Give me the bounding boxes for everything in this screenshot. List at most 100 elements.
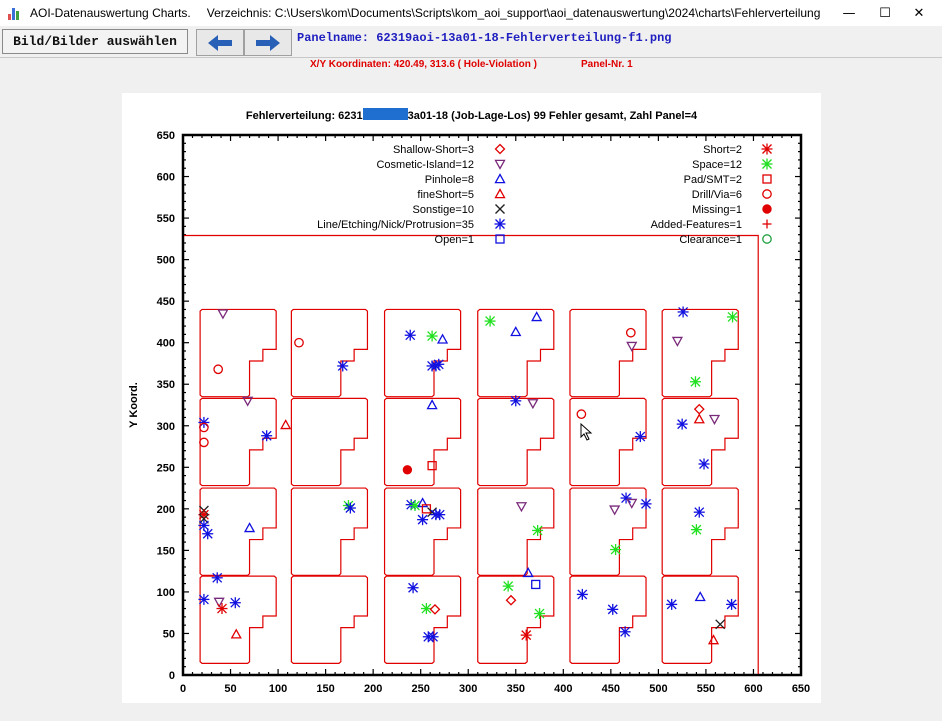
y-tick-label: 350 (157, 379, 175, 391)
legend-label: Space=12 (692, 159, 742, 171)
data-point (429, 603, 441, 615)
y-tick-label: 400 (157, 338, 175, 350)
y-tick-label: 0 (169, 670, 175, 682)
data-point (426, 399, 438, 410)
chart-title-suffix: 3a01-18 (Job-Lage-Los) 99 Fehler gesamt,… (407, 110, 698, 122)
chart-title: Fehlerverteilung: 6231 3a01-18 (Job-Lage-… (122, 108, 821, 122)
mouse-cursor-icon (580, 423, 593, 441)
y-tick-label: 450 (157, 296, 175, 308)
data-point (199, 422, 209, 433)
legend-marker (494, 173, 506, 184)
data-point (522, 566, 534, 578)
legend-marker (494, 218, 506, 230)
legend-marker (495, 204, 505, 214)
data-point (510, 395, 522, 407)
data-point (421, 504, 432, 514)
data-point (213, 597, 225, 608)
legend-label: Shallow-Short=3 (393, 144, 474, 156)
y-tick-label: 300 (157, 421, 175, 433)
panel-name-label: Panelname: (297, 31, 370, 45)
data-point (404, 329, 416, 341)
data-point (693, 506, 705, 518)
data-point (433, 358, 445, 370)
legend-label: Clearance=1 (679, 234, 742, 246)
legend-label: Added-Features=1 (651, 219, 742, 231)
panel-number: Panel-Nr. 1 (581, 59, 633, 70)
panel-outline (290, 487, 369, 576)
arrow-right-icon (256, 34, 280, 51)
legend-label: fineShort=5 (417, 189, 474, 201)
panel-outline (661, 397, 739, 487)
legend-label: Pinhole=8 (425, 174, 474, 186)
panel-outline (383, 308, 462, 398)
data-point (576, 588, 588, 600)
data-point (693, 403, 705, 415)
coordinates-readout: X/Y Koordinaten: 420.49, 313.6 ( Hole-Vi… (310, 59, 537, 70)
data-point (216, 603, 228, 615)
legend-label: Open=1 (435, 234, 474, 246)
panel-outline (199, 397, 277, 487)
scatter-plot[interactable]: 0 50 100 150 200 250 300 350 400 450 500 550 600 650 0… (122, 93, 821, 703)
app-chart-icon (8, 6, 22, 20)
panel-outline (477, 487, 555, 576)
data-point (198, 416, 210, 428)
data-point (694, 591, 706, 602)
data-point (436, 333, 449, 344)
legend-label: Line/Etching/Nick/Protrusion=35 (317, 219, 474, 231)
legend-marker (494, 159, 506, 170)
panel-outline (290, 308, 369, 398)
data-point (619, 626, 631, 638)
data-point (213, 364, 224, 375)
select-images-button[interactable]: Bild/Bilder auswählen (2, 29, 188, 54)
panel-outline (477, 575, 555, 664)
arrow-left-icon (208, 34, 232, 51)
panel-outline (661, 487, 739, 576)
legend-marker (762, 174, 772, 184)
data-point (727, 311, 739, 323)
data-point (626, 341, 638, 352)
panel-outline (199, 575, 277, 664)
x-tick-label: 100 (269, 683, 287, 695)
data-point (337, 360, 349, 372)
minimize-button[interactable]: — (842, 5, 856, 21)
data-point (242, 396, 254, 407)
plot-frame (181, 133, 803, 677)
data-point (427, 631, 439, 643)
data-point (217, 309, 229, 320)
window-title: AOI-Datenauswertung Charts. (30, 6, 191, 20)
data-point (520, 629, 532, 641)
title-bar: AOI-Datenauswertung Charts. Verzeichnis:… (0, 0, 942, 26)
y-tick-label: 600 (157, 172, 175, 184)
x-tick-label: 350 (507, 683, 525, 695)
panel-outline (199, 487, 277, 576)
data-point (531, 579, 541, 590)
data-point (294, 337, 304, 348)
close-button[interactable]: ✕ (913, 5, 925, 21)
data-point (689, 376, 701, 388)
panel-outline (383, 575, 462, 664)
x-tick-label: 650 (792, 683, 810, 695)
y-tick-label: 500 (157, 255, 175, 267)
directory-path: Verzeichnis: C:\Users\kom\Documents\Scri… (206, 6, 821, 20)
legend-label: Cosmetic-Island=12 (376, 159, 474, 171)
y-tick-label: 100 (157, 587, 175, 599)
data-point (698, 458, 710, 470)
maximize-button[interactable]: ☐ (879, 5, 891, 21)
legend-marker (762, 204, 772, 214)
chart-panel: Fehlerverteilung: 6231 3a01-18 (Job-Lage-… (122, 93, 821, 703)
data-point (677, 306, 689, 318)
data-point (690, 524, 702, 536)
previous-button[interactable] (196, 29, 244, 56)
panel-outline (569, 487, 647, 576)
data-point (417, 514, 429, 526)
data-point (634, 431, 646, 443)
x-tick-label: 400 (554, 683, 572, 695)
data-point (229, 597, 241, 609)
legend-marker (762, 219, 772, 229)
panel-outline (569, 308, 647, 398)
next-button[interactable] (244, 29, 292, 56)
data-point (708, 414, 721, 425)
x-tick-label: 550 (697, 683, 715, 695)
data-point (434, 509, 446, 521)
panel-name: Panelname: 62319aoi-13a01-18-Fehlerverte… (297, 31, 671, 45)
